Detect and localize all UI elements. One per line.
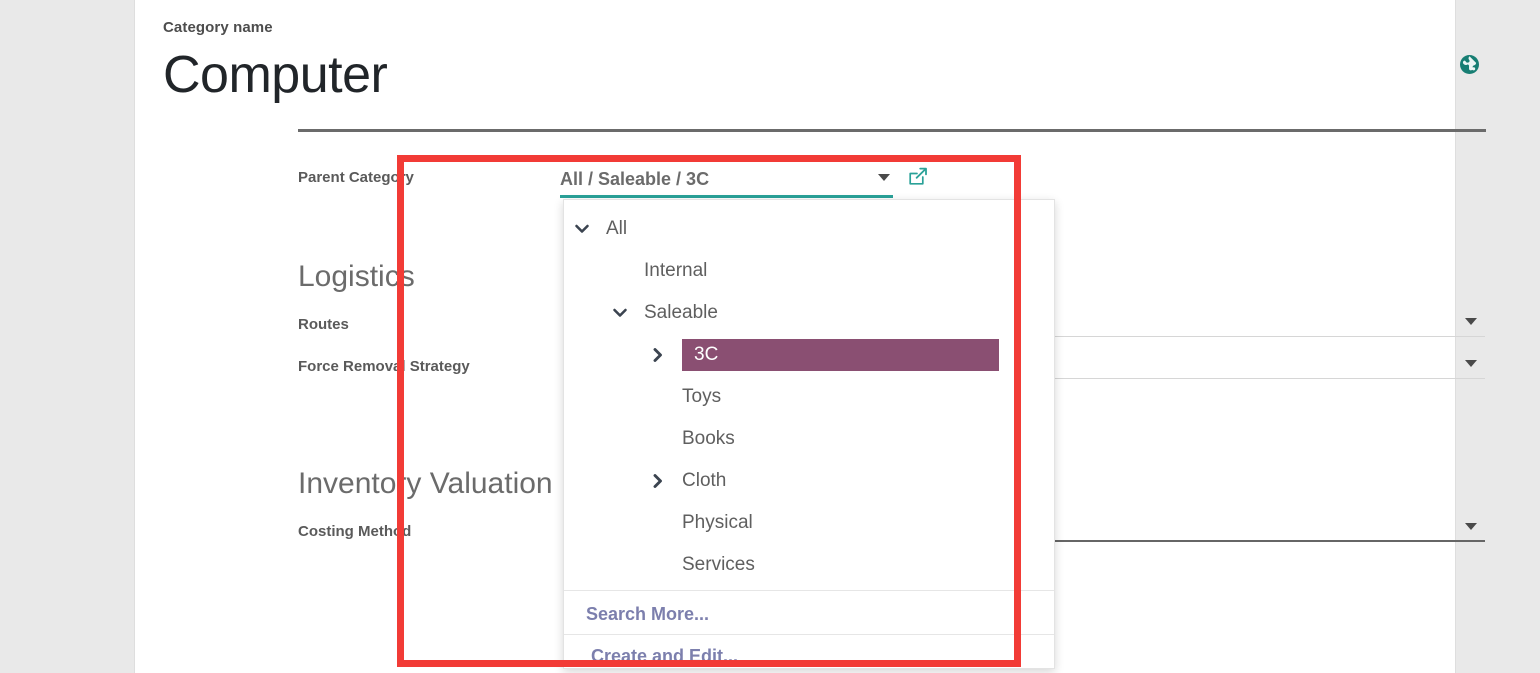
category-name-input[interactable]: Computer: [163, 46, 388, 104]
parent-category-dropdown[interactable]: All Internal Saleable 3C Toys Books Cloth Physi…: [563, 199, 1055, 669]
dropdown-divider: [564, 590, 1054, 591]
caret-down-icon[interactable]: [1465, 318, 1477, 325]
label-costing-method: Costing Method: [298, 523, 412, 540]
caret-down-icon[interactable]: [878, 174, 890, 181]
dropdown-option-list: All Internal Saleable 3C Toys Books Cloth Physi…: [564, 200, 1054, 586]
dropdown-option-label: All: [606, 218, 628, 239]
chevron-right-icon[interactable]: [648, 345, 668, 365]
caret-down-icon[interactable]: [1465, 523, 1477, 530]
form-sheet: Category name Computer Parent Category L…: [135, 0, 1486, 673]
dropdown-option[interactable]: Internal: [564, 250, 1054, 292]
dropdown-option[interactable]: Services: [564, 544, 1054, 586]
dropdown-option[interactable]: Cloth: [564, 460, 1054, 502]
dropdown-option[interactable]: Toys: [564, 376, 1054, 418]
category-name-label: Category name: [163, 19, 273, 36]
dropdown-option[interactable]: Books: [564, 418, 1054, 460]
dropdown-option-label: Toys: [682, 386, 722, 407]
external-link-icon[interactable]: [907, 166, 929, 188]
dropdown-option[interactable]: Physical: [564, 502, 1054, 544]
dropdown-option-label: Saleable: [644, 302, 718, 323]
dropdown-option-label: Internal: [644, 260, 708, 281]
dropdown-option-label: Cloth: [682, 470, 727, 491]
dropdown-option-label: Books: [682, 428, 735, 449]
section-heading-inventory-valuation: Inventory Valuation: [298, 467, 553, 500]
search-more-link[interactable]: Search More...: [586, 604, 710, 624]
create-and-edit-link[interactable]: Create and Edit...: [591, 646, 739, 666]
label-routes: Routes: [298, 316, 349, 333]
chevron-down-icon[interactable]: [572, 219, 592, 239]
dropdown-option-label: Physical: [682, 512, 753, 533]
dropdown-divider: [564, 634, 1054, 635]
caret-down-icon[interactable]: [1465, 360, 1477, 367]
chevron-right-icon[interactable]: [648, 471, 668, 491]
dropdown-option-label: 3C: [682, 339, 999, 371]
parent-category-input[interactable]: [560, 166, 893, 192]
dropdown-option[interactable]: All: [564, 208, 1054, 250]
chevron-down-icon[interactable]: [610, 303, 630, 323]
dropdown-option[interactable]: 3C: [564, 334, 1054, 376]
label-force-removal-strategy: Force Removal Strategy: [298, 358, 470, 375]
title-underline: [298, 129, 1486, 132]
dropdown-option-label: Services: [682, 554, 755, 575]
section-heading-logistics: Logistics: [298, 260, 415, 293]
record-header: Category name Computer: [163, 18, 1353, 106]
globe-icon[interactable]: [1459, 54, 1480, 75]
parent-category-underline: [560, 195, 893, 198]
label-parent-category: Parent Category: [298, 169, 414, 186]
parent-category-combo[interactable]: [560, 166, 893, 198]
dropdown-option[interactable]: Saleable: [564, 292, 1054, 334]
